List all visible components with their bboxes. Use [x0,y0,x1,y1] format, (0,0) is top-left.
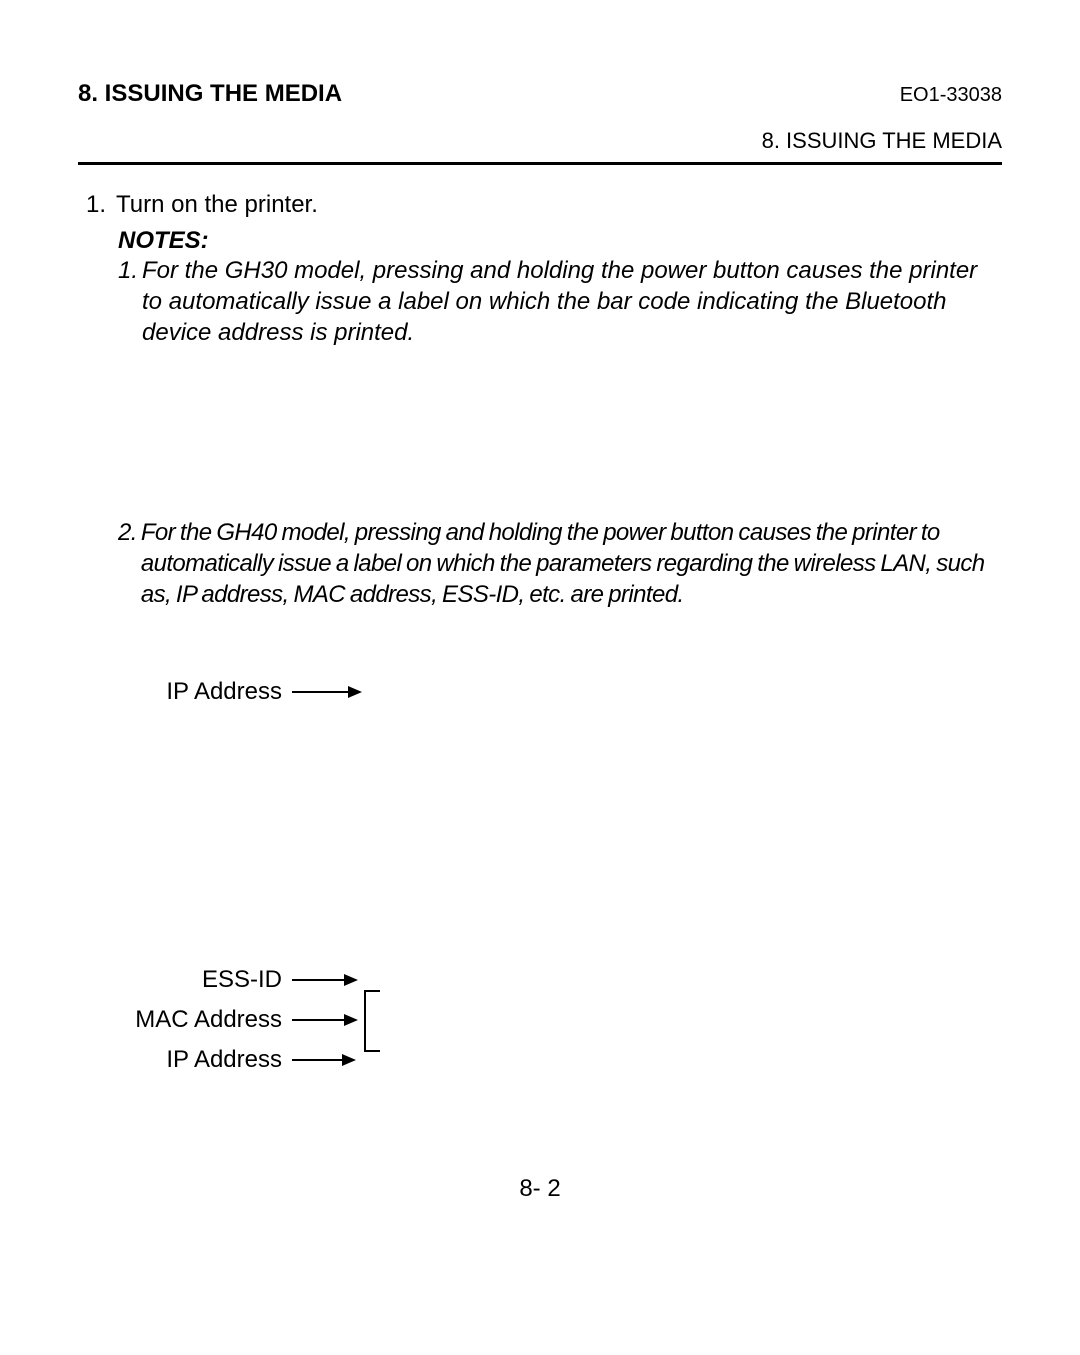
arrow-line [292,979,344,981]
arrow-head [342,1054,356,1066]
step-1: 1. Turn on the printer. [78,191,1002,219]
callout-ess-id: ESS-ID [118,960,1002,1000]
header-divider [78,162,1002,165]
callout-group-2: ESS-ID MAC Address IP Address [118,960,1002,1080]
callout-ip-address-2: IP Address [118,1040,1002,1080]
arrow-icon [292,1054,356,1066]
note-number: 1. [118,255,138,349]
header-row: 8. ISSUING THE MEDIA EO1-33038 [78,80,1002,108]
arrow-icon [292,686,362,698]
arrow-icon [292,1014,358,1026]
arrow-line [292,691,348,693]
callout-label: IP Address [118,678,292,706]
bracket-wrap: MAC Address IP Address [118,1000,1002,1080]
note-number: 2. [118,517,137,611]
doc-code: EO1-33038 [900,84,1002,107]
callout-mac-address: MAC Address [118,1000,1002,1040]
arrow-head [344,1014,358,1026]
subheader: 8. ISSUING THE MEDIA [78,128,1002,154]
arrow-icon [292,974,358,986]
arrow-line [292,1059,342,1061]
section-title: 8. ISSUING THE MEDIA [78,80,342,108]
note-text: For the GH30 model, pressing and holding… [142,255,1002,349]
note-1: 1. For the GH30 model, pressing and hold… [118,255,1002,349]
arrow-head [344,974,358,986]
callout-label: IP Address [118,1046,292,1074]
note-text: For the GH40 model, pressing and holding… [141,517,1002,611]
callout-label: MAC Address [118,1006,292,1034]
callout-group-1: IP Address [118,672,1002,712]
step-text: Turn on the printer. [116,191,318,219]
callout-ip-address-1: IP Address [118,672,1002,712]
arrow-line [292,1019,344,1021]
step-number: 1. [78,191,106,219]
note-2: 2. For the GH40 model, pressing and hold… [118,517,1002,611]
page-number: 8- 2 [0,1175,1080,1203]
callout-label: ESS-ID [118,966,292,994]
arrow-head [348,686,362,698]
bracket-icon [364,990,380,1052]
notes-label: NOTES: [118,227,1002,255]
